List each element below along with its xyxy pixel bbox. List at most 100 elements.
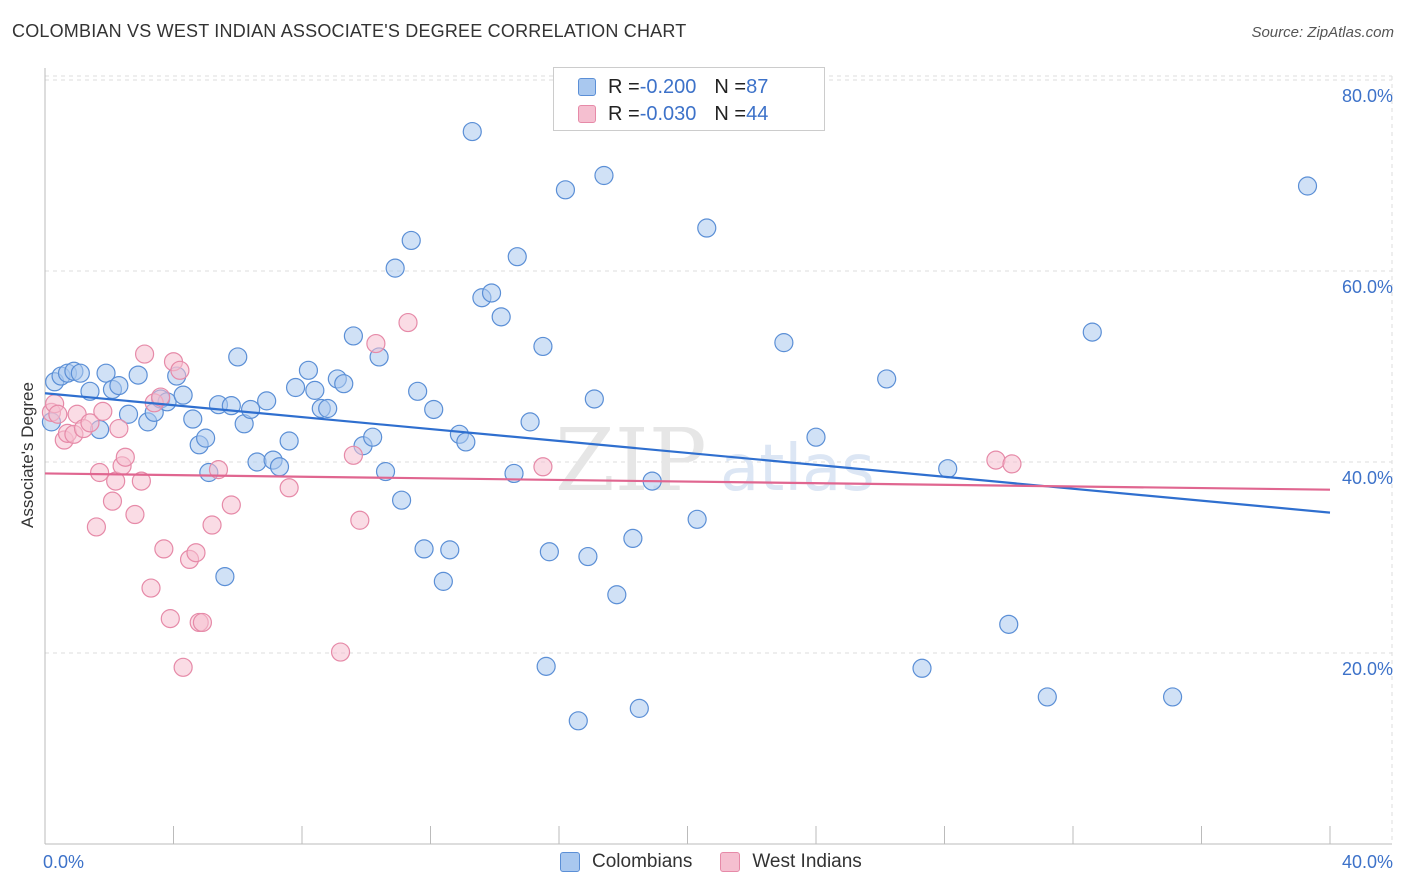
colombian-point [96, 363, 116, 383]
watermark-layer: ZIP atlas [555, 411, 875, 511]
colombian-point [912, 658, 932, 678]
y-tick-label: 20.0% [1341, 659, 1393, 679]
west-indian-point [160, 609, 180, 629]
colombian-point [697, 218, 717, 238]
legend-r-label: R = [608, 75, 640, 98]
legend-row-colombians: R = -0.200 N = 87 [578, 75, 768, 99]
west-indian-point [1002, 454, 1022, 474]
colombian-point [806, 427, 826, 447]
colombian-point [507, 247, 527, 267]
colombian-point [584, 389, 604, 409]
west-indian-point [208, 460, 229, 480]
axis-layer [44, 68, 1392, 845]
legend-item-west-indians[interactable]: West Indians [720, 851, 862, 873]
colombian-point [414, 539, 434, 559]
west-indian-point [202, 515, 222, 535]
west-indian-point [134, 344, 155, 364]
legend-label-colombians: Colombians [592, 851, 693, 872]
west-indian-point [343, 445, 363, 465]
colombian-trend-line [44, 392, 1331, 514]
colombian-point [285, 377, 306, 398]
colombian-point [938, 459, 958, 479]
legend-n-label: N = [714, 75, 747, 98]
point-layer [41, 121, 1318, 731]
colombian-point [1162, 687, 1183, 707]
colombian-point [183, 409, 203, 429]
west-indian-trend-line [44, 472, 1331, 491]
colombian-point [687, 509, 707, 529]
west-indian-point [533, 457, 553, 477]
west-indian-point [48, 404, 68, 424]
colombian-point [877, 369, 897, 389]
colombian-point [504, 463, 524, 484]
series-legend: Colombians West Indians [560, 851, 890, 873]
west-indian-point [141, 578, 161, 598]
west-indian-point [173, 657, 193, 677]
west-indian-point [366, 333, 386, 354]
y-tick-label: 60.0% [1341, 277, 1393, 297]
legend-r-value: -0.200 [639, 75, 697, 98]
colombian-point [257, 391, 277, 411]
colombian-point [215, 566, 235, 587]
trend-layer [44, 392, 1331, 514]
colombian-point [385, 258, 405, 278]
legend-row-west-indians: R = -0.030 N = 44 [578, 102, 768, 126]
colombian-point [298, 360, 319, 380]
colombian-point [318, 398, 338, 419]
colombian-point [247, 452, 267, 472]
colombian-point [269, 457, 290, 477]
legend-n-value: 87 [746, 75, 769, 98]
west-indian-point [93, 401, 113, 421]
west-indian-point [90, 462, 110, 483]
colombian-point [408, 381, 428, 401]
west-indian-point [86, 517, 107, 537]
legend-item-colombians[interactable]: Colombians [560, 851, 692, 873]
west-indian-point [398, 312, 418, 333]
colombian-point [568, 711, 588, 731]
colombian-point [481, 283, 502, 303]
west-indian-point [151, 387, 171, 407]
colombian-point [594, 165, 614, 186]
west-indian-point [330, 642, 351, 662]
west-indian-point [125, 504, 145, 525]
colombian-point [623, 528, 643, 549]
colombian-point [375, 461, 396, 482]
west-indian-point [170, 360, 190, 380]
colombian-point [433, 571, 453, 591]
correlation-legend: R = -0.200 N = 87 R = -0.030 N = 44 [553, 67, 825, 131]
west-indian-point [986, 450, 1006, 470]
colombian-point [440, 540, 460, 560]
colombian-point [462, 121, 482, 142]
colombian-point [391, 490, 412, 510]
colombian-point [999, 614, 1019, 634]
grid-layer [45, 75, 1393, 844]
colombian-point [363, 427, 383, 447]
colombian-point [401, 230, 421, 251]
colombian-point [334, 374, 354, 394]
colombian-point [607, 585, 627, 605]
colombian-point [491, 307, 511, 327]
colombian-point [196, 428, 216, 448]
colombian-point [520, 412, 540, 432]
west-indian-point [115, 447, 135, 467]
west-indian-point [192, 612, 213, 633]
west-indian-point [350, 510, 370, 530]
colombian-point [774, 333, 794, 353]
colombian-point [1037, 687, 1057, 707]
west-indian-point [154, 539, 174, 559]
colombian-point [1297, 176, 1318, 196]
chart-source: Source: ZipAtlas.com [1251, 24, 1394, 41]
west-indian-point [80, 413, 100, 433]
y-tick-label: 40.0% [1341, 468, 1393, 488]
x-tick-label: 0.0% [43, 852, 85, 872]
colombian-point [533, 336, 553, 357]
y-axis-title: Associate's Degree [18, 382, 37, 528]
legend-n-label: N = [714, 102, 747, 125]
colombian-point [305, 380, 325, 400]
west-indian-point [109, 418, 129, 439]
colombian-point [424, 399, 444, 420]
west-indian-point [102, 491, 123, 511]
colombian-point [80, 381, 100, 401]
colombian-point [456, 432, 476, 452]
